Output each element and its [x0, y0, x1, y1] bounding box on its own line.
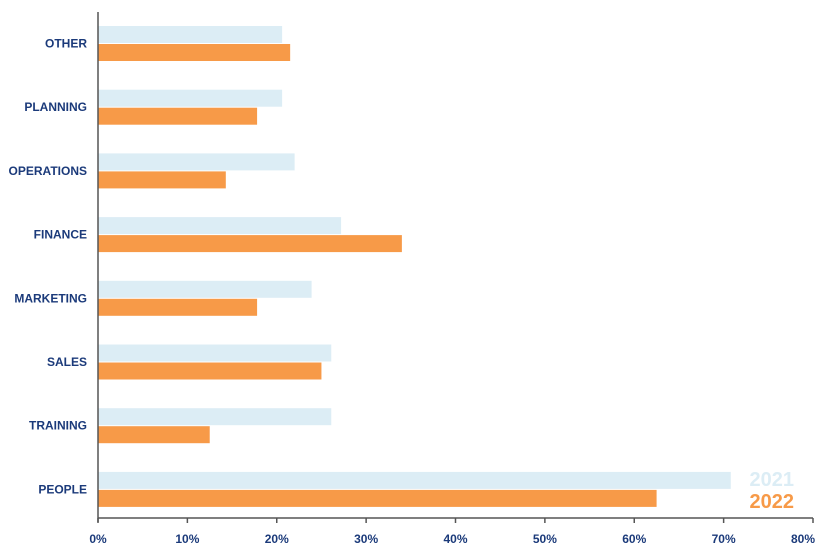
bar-other-2022: [98, 44, 291, 61]
bar-planning-2022: [98, 107, 258, 125]
bar-training-2021: [98, 408, 332, 426]
bar-finance-2022: [98, 235, 402, 253]
bar-training-2022: [98, 426, 210, 444]
x-tick-label-3: 30%: [354, 532, 378, 546]
category-label-operations: OPERATIONS: [9, 164, 87, 178]
category-labels: OTHER PLANNING OPERATIONS FINANCE MARKETING S…: [9, 37, 88, 497]
bar-planning-2021: [98, 89, 283, 107]
x-tick-label-2: 20%: [265, 532, 289, 546]
bar-operations-2022: [98, 171, 226, 189]
category-label-sales: SALES: [47, 355, 87, 369]
bar-people-2021: [98, 471, 731, 489]
bar-marketing-2022: [98, 298, 258, 316]
bar-sales-2021: [98, 344, 332, 362]
legend-label-2021: 2021: [750, 469, 795, 491]
bar-operations-2021: [98, 153, 295, 171]
x-tick-label-7: 70%: [712, 532, 736, 546]
bar-people-2022: [98, 489, 657, 507]
x-tick-label-0: 0%: [89, 532, 107, 546]
x-tick-label-8: 80%: [791, 532, 815, 546]
bar-marketing-2021: [98, 280, 312, 298]
category-label-finance: FINANCE: [34, 228, 87, 242]
x-tick-label-4: 40%: [443, 532, 467, 546]
category-label-planning: PLANNING: [24, 100, 87, 114]
category-label-other: OTHER: [45, 37, 87, 51]
bar-finance-2021: [98, 217, 342, 235]
x-tick-label-6: 60%: [622, 532, 646, 546]
bars-group: [98, 26, 731, 507]
x-tick-label-1: 10%: [175, 532, 199, 546]
bar-other-2021: [98, 26, 283, 43]
legend-label-2022: 2022: [750, 491, 795, 513]
category-label-people: PEOPLE: [38, 482, 87, 496]
category-label-marketing: MARKETING: [14, 291, 87, 305]
x-ticks: 0% 10% 20% 30% 40% 50% 60% 70% 80%: [89, 518, 815, 546]
bar-sales-2022: [98, 362, 322, 380]
x-tick-label-5: 50%: [533, 532, 557, 546]
category-label-training: TRAINING: [29, 419, 87, 433]
